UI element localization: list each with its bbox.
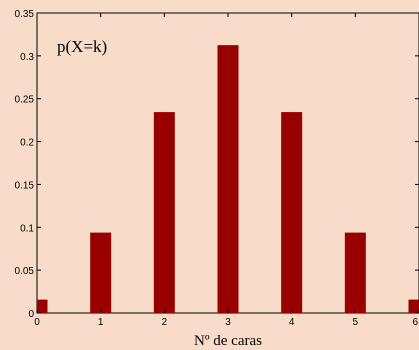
annotation-label: p(X=k) — [57, 37, 107, 56]
y-tick-label: 0.05 — [15, 266, 35, 277]
y-tick-label: 0.15 — [15, 180, 35, 191]
x-tick-label: 3 — [225, 317, 231, 328]
x-tick-label: 1 — [98, 317, 104, 328]
bar-k1 — [90, 232, 112, 313]
y-tick-label: 0.25 — [15, 95, 35, 106]
bar-k5 — [344, 232, 366, 313]
x-tick-label: 5 — [353, 317, 359, 328]
bar-k4 — [281, 112, 303, 313]
y-tick-label: 0.1 — [20, 223, 34, 234]
bar-k6 — [408, 299, 419, 313]
y-tick-label: 0.3 — [20, 52, 34, 63]
y-tick-label: 0.35 — [15, 9, 35, 20]
y-tick-label: 0 — [28, 309, 34, 320]
bar-group — [37, 45, 419, 314]
tick-group: 0 1 2 3 4 5 6 0 0.05 0.1 0.15 0.2 0.25 0.3 0.35 — [15, 9, 419, 328]
bar-k3 — [217, 45, 239, 314]
bar-k2 — [153, 112, 175, 313]
x-tick-label: 0 — [34, 317, 40, 328]
y-tick-label: 0.2 — [20, 138, 34, 149]
x-tick-label: 6 — [412, 317, 418, 328]
x-tick-label: 2 — [162, 317, 168, 328]
x-axis-title: Nº de caras — [194, 333, 262, 349]
bar-k0 — [37, 299, 48, 313]
x-tick-label: 4 — [289, 317, 295, 328]
